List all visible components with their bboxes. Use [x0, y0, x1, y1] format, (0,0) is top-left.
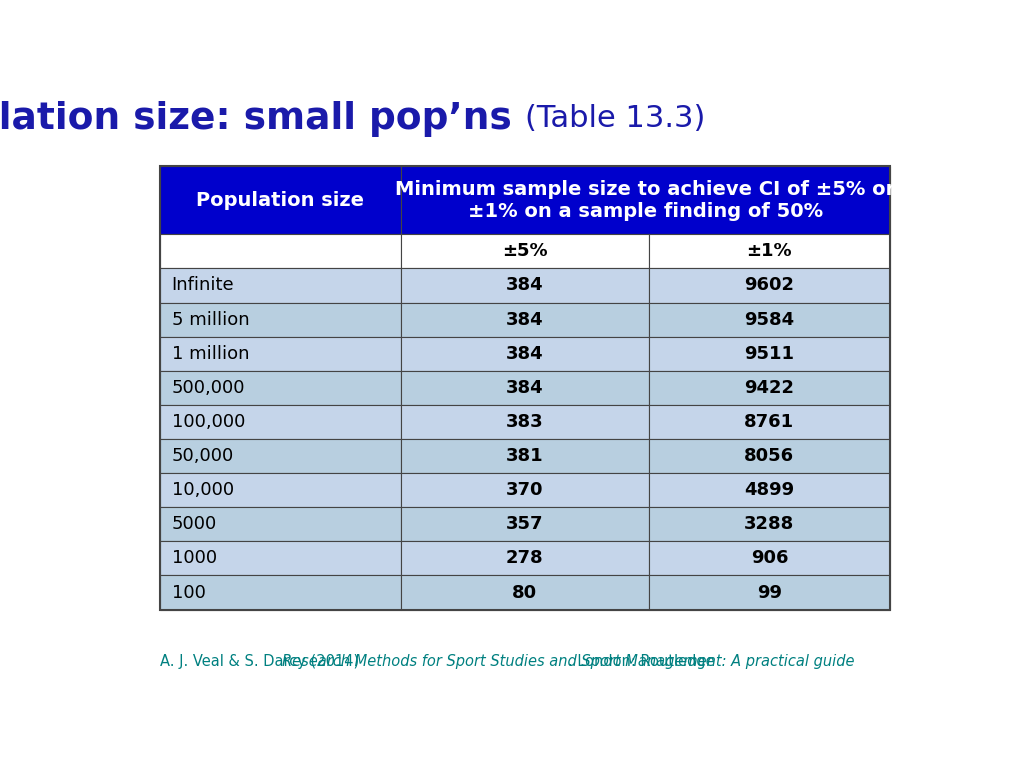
Bar: [160, 166, 400, 234]
Bar: [400, 371, 649, 405]
Bar: [160, 473, 400, 507]
Bar: [400, 234, 649, 269]
Text: 100: 100: [172, 584, 206, 601]
Bar: [649, 405, 890, 439]
Text: 278: 278: [506, 549, 544, 568]
Bar: [160, 234, 400, 269]
Text: ±1%: ±1%: [746, 243, 793, 260]
Text: 1 million: 1 million: [172, 345, 249, 362]
Text: . London: Routledge: . London: Routledge: [568, 654, 715, 669]
Bar: [160, 507, 400, 541]
Text: (Table 13.3): (Table 13.3): [524, 104, 706, 134]
Bar: [649, 575, 890, 610]
Bar: [160, 439, 400, 473]
Bar: [400, 166, 890, 234]
Text: 357: 357: [506, 515, 544, 533]
Text: 10,000: 10,000: [172, 482, 233, 499]
Bar: [649, 371, 890, 405]
Bar: [160, 166, 890, 610]
Text: 50,000: 50,000: [172, 447, 233, 465]
Text: 384: 384: [506, 310, 544, 329]
Bar: [160, 336, 400, 371]
Bar: [160, 575, 400, 610]
Bar: [400, 473, 649, 507]
Text: 383: 383: [506, 413, 544, 431]
Text: 8056: 8056: [744, 447, 795, 465]
Text: A. J. Veal & S. Darcy (2014): A. J. Veal & S. Darcy (2014): [160, 654, 364, 669]
Bar: [649, 234, 890, 269]
Bar: [649, 269, 890, 303]
Bar: [400, 541, 649, 575]
Text: 1000: 1000: [172, 549, 217, 568]
Text: 384: 384: [506, 276, 544, 294]
Text: 370: 370: [506, 482, 544, 499]
Text: Sample size & population size: small pop’ns: Sample size & population size: small pop…: [0, 101, 524, 137]
Text: 100,000: 100,000: [172, 413, 245, 431]
Bar: [400, 269, 649, 303]
Text: 80: 80: [512, 584, 538, 601]
Bar: [649, 473, 890, 507]
Text: 9584: 9584: [744, 310, 795, 329]
Bar: [400, 575, 649, 610]
Bar: [400, 507, 649, 541]
Bar: [160, 371, 400, 405]
Text: 381: 381: [506, 447, 544, 465]
Bar: [649, 507, 890, 541]
Text: 9422: 9422: [744, 379, 795, 397]
Text: 384: 384: [506, 379, 544, 397]
Bar: [160, 541, 400, 575]
Text: 3288: 3288: [744, 515, 795, 533]
Bar: [400, 405, 649, 439]
Text: Population size: Population size: [197, 190, 365, 210]
Text: 99: 99: [757, 584, 782, 601]
Bar: [400, 439, 649, 473]
Text: 4899: 4899: [744, 482, 795, 499]
Bar: [400, 303, 649, 336]
Bar: [649, 439, 890, 473]
Bar: [649, 336, 890, 371]
Text: 5000: 5000: [172, 515, 217, 533]
Bar: [400, 336, 649, 371]
Text: 384: 384: [506, 345, 544, 362]
Text: 8761: 8761: [744, 413, 795, 431]
Text: Infinite: Infinite: [172, 276, 234, 294]
Bar: [160, 405, 400, 439]
Bar: [160, 303, 400, 336]
Bar: [160, 269, 400, 303]
Text: 9511: 9511: [744, 345, 795, 362]
Text: 9602: 9602: [744, 276, 795, 294]
Text: 906: 906: [751, 549, 788, 568]
Bar: [649, 303, 890, 336]
Text: 500,000: 500,000: [172, 379, 245, 397]
Text: 5 million: 5 million: [172, 310, 249, 329]
Text: Research Methods for Sport Studies and Sport Management: A practical guide: Research Methods for Sport Studies and S…: [282, 654, 854, 669]
Bar: [649, 541, 890, 575]
Text: Minimum sample size to achieve CI of ±5% or
±1% on a sample finding of 50%: Minimum sample size to achieve CI of ±5%…: [395, 180, 895, 220]
Text: ±5%: ±5%: [502, 243, 548, 260]
